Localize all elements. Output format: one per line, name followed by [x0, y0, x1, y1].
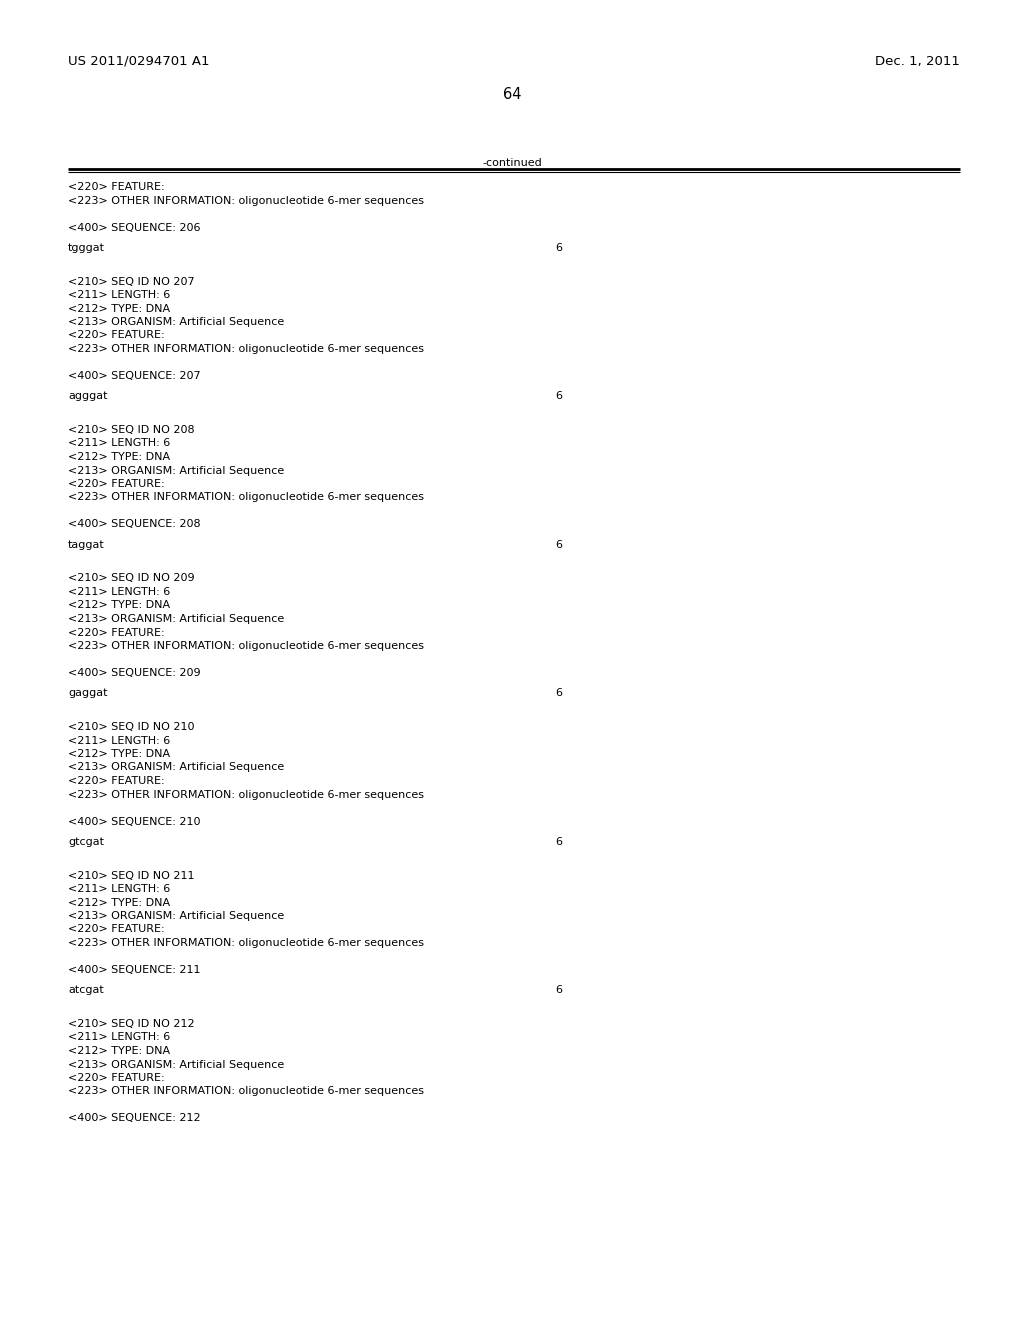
Text: <211> LENGTH: 6: <211> LENGTH: 6	[68, 735, 170, 746]
Text: <400> SEQUENCE: 208: <400> SEQUENCE: 208	[68, 520, 201, 529]
Text: <223> OTHER INFORMATION: oligonucleotide 6-mer sequences: <223> OTHER INFORMATION: oligonucleotide…	[68, 642, 424, 651]
Text: agggat: agggat	[68, 391, 108, 401]
Text: <220> FEATURE:: <220> FEATURE:	[68, 776, 165, 785]
Text: <212> TYPE: DNA: <212> TYPE: DNA	[68, 748, 170, 759]
Text: <212> TYPE: DNA: <212> TYPE: DNA	[68, 898, 170, 908]
Text: 6: 6	[555, 688, 562, 698]
Text: <210> SEQ ID NO 210: <210> SEQ ID NO 210	[68, 722, 195, 733]
Text: <220> FEATURE:: <220> FEATURE:	[68, 479, 165, 488]
Text: <213> ORGANISM: Artificial Sequence: <213> ORGANISM: Artificial Sequence	[68, 317, 285, 327]
Text: 64: 64	[503, 87, 521, 102]
Text: <220> FEATURE:: <220> FEATURE:	[68, 330, 165, 341]
Text: <212> TYPE: DNA: <212> TYPE: DNA	[68, 304, 170, 314]
Text: <223> OTHER INFORMATION: oligonucleotide 6-mer sequences: <223> OTHER INFORMATION: oligonucleotide…	[68, 492, 424, 503]
Text: gtcgat: gtcgat	[68, 837, 104, 846]
Text: <211> LENGTH: 6: <211> LENGTH: 6	[68, 884, 170, 894]
Text: <223> OTHER INFORMATION: oligonucleotide 6-mer sequences: <223> OTHER INFORMATION: oligonucleotide…	[68, 789, 424, 800]
Text: <223> OTHER INFORMATION: oligonucleotide 6-mer sequences: <223> OTHER INFORMATION: oligonucleotide…	[68, 345, 424, 354]
Text: <400> SEQUENCE: 210: <400> SEQUENCE: 210	[68, 817, 201, 826]
Text: 6: 6	[555, 837, 562, 846]
Text: <211> LENGTH: 6: <211> LENGTH: 6	[68, 587, 170, 597]
Text: <400> SEQUENCE: 207: <400> SEQUENCE: 207	[68, 371, 201, 381]
Text: <220> FEATURE:: <220> FEATURE:	[68, 627, 165, 638]
Text: <210> SEQ ID NO 211: <210> SEQ ID NO 211	[68, 870, 195, 880]
Text: <223> OTHER INFORMATION: oligonucleotide 6-mer sequences: <223> OTHER INFORMATION: oligonucleotide…	[68, 939, 424, 948]
Text: <223> OTHER INFORMATION: oligonucleotide 6-mer sequences: <223> OTHER INFORMATION: oligonucleotide…	[68, 1086, 424, 1097]
Text: <210> SEQ ID NO 207: <210> SEQ ID NO 207	[68, 276, 195, 286]
Text: <400> SEQUENCE: 209: <400> SEQUENCE: 209	[68, 668, 201, 678]
Text: <211> LENGTH: 6: <211> LENGTH: 6	[68, 290, 170, 300]
Text: <400> SEQUENCE: 212: <400> SEQUENCE: 212	[68, 1114, 201, 1123]
Text: <400> SEQUENCE: 211: <400> SEQUENCE: 211	[68, 965, 201, 975]
Text: <213> ORGANISM: Artificial Sequence: <213> ORGANISM: Artificial Sequence	[68, 1060, 285, 1069]
Text: <211> LENGTH: 6: <211> LENGTH: 6	[68, 1032, 170, 1043]
Text: gaggat: gaggat	[68, 688, 108, 698]
Text: 6: 6	[555, 243, 562, 252]
Text: <211> LENGTH: 6: <211> LENGTH: 6	[68, 438, 170, 449]
Text: 6: 6	[555, 985, 562, 995]
Text: US 2011/0294701 A1: US 2011/0294701 A1	[68, 55, 210, 69]
Text: <212> TYPE: DNA: <212> TYPE: DNA	[68, 1045, 170, 1056]
Text: <220> FEATURE:: <220> FEATURE:	[68, 924, 165, 935]
Text: <220> FEATURE:: <220> FEATURE:	[68, 1073, 165, 1082]
Text: <220> FEATURE:: <220> FEATURE:	[68, 182, 165, 191]
Text: <213> ORGANISM: Artificial Sequence: <213> ORGANISM: Artificial Sequence	[68, 911, 285, 921]
Text: <213> ORGANISM: Artificial Sequence: <213> ORGANISM: Artificial Sequence	[68, 763, 285, 772]
Text: <212> TYPE: DNA: <212> TYPE: DNA	[68, 601, 170, 610]
Text: 6: 6	[555, 540, 562, 549]
Text: <213> ORGANISM: Artificial Sequence: <213> ORGANISM: Artificial Sequence	[68, 614, 285, 624]
Text: Dec. 1, 2011: Dec. 1, 2011	[876, 55, 961, 69]
Text: <400> SEQUENCE: 206: <400> SEQUENCE: 206	[68, 223, 201, 232]
Text: tgggat: tgggat	[68, 243, 105, 252]
Text: <210> SEQ ID NO 212: <210> SEQ ID NO 212	[68, 1019, 195, 1030]
Text: <213> ORGANISM: Artificial Sequence: <213> ORGANISM: Artificial Sequence	[68, 466, 285, 475]
Text: <223> OTHER INFORMATION: oligonucleotide 6-mer sequences: <223> OTHER INFORMATION: oligonucleotide…	[68, 195, 424, 206]
Text: atcgat: atcgat	[68, 985, 103, 995]
Text: taggat: taggat	[68, 540, 104, 549]
Text: -continued: -continued	[482, 158, 542, 168]
Text: <212> TYPE: DNA: <212> TYPE: DNA	[68, 451, 170, 462]
Text: <210> SEQ ID NO 209: <210> SEQ ID NO 209	[68, 573, 195, 583]
Text: 6: 6	[555, 391, 562, 401]
Text: <210> SEQ ID NO 208: <210> SEQ ID NO 208	[68, 425, 195, 436]
